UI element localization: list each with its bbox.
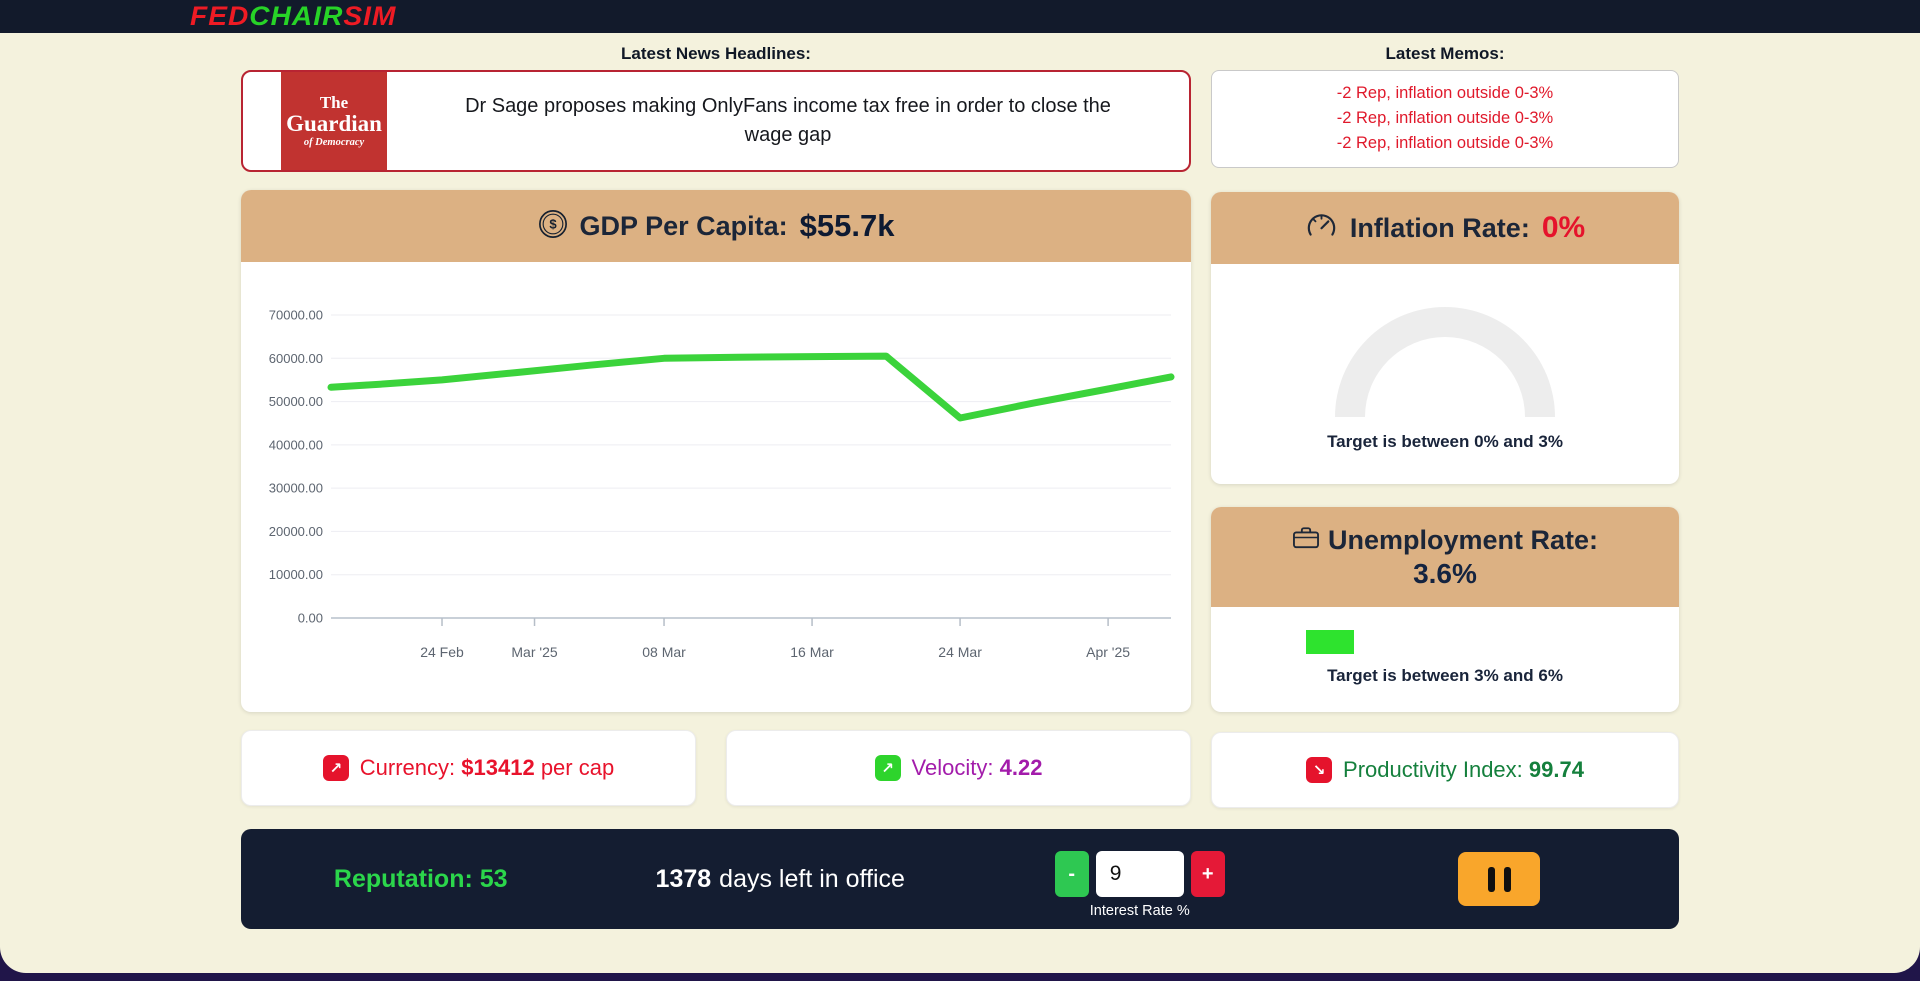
svg-text:40000.00: 40000.00: [269, 437, 323, 452]
productivity-stat-text: Productivity Index: 99.74: [1343, 757, 1584, 783]
gdp-panel: $ GDP Per Capita: $55.7k 70000.00 60000.0…: [241, 190, 1191, 712]
right-column: Latest Memos: -2 Rep, inflation outside …: [1211, 45, 1679, 808]
trend-up-icon: ↗: [874, 755, 901, 781]
unemployment-value: 3.6%: [1413, 557, 1477, 589]
unemployment-bar: [1306, 630, 1354, 654]
svg-text:24 Mar: 24 Mar: [938, 644, 982, 660]
svg-text:$: $: [549, 216, 557, 231]
pause-icon: [1487, 866, 1495, 892]
gdp-chart: 70000.00 60000.00 50000.00 40000.00 30000.00…: [241, 262, 1191, 712]
inflation-value: 0%: [1541, 211, 1586, 244]
days-left-value: 1378: [655, 864, 712, 893]
decrease-rate-button[interactable]: -: [1054, 851, 1089, 897]
velocity-stat-card: ↗ Velocity: 4.22: [726, 730, 1191, 806]
logo-fed: FED: [190, 1, 250, 31]
reputation-text: Reputation: 53: [334, 865, 508, 894]
memo-item: -2 Rep, inflation outside 0-3%: [1336, 133, 1554, 152]
currency-value: $13412: [461, 755, 535, 780]
currency-label: Currency:: [359, 755, 456, 780]
svg-text:16 Mar: 16 Mar: [790, 644, 834, 660]
briefcase-icon: [1292, 525, 1320, 555]
guardian-logo-line3: of Democracy: [303, 136, 365, 148]
svg-text:30000.00: 30000.00: [269, 481, 323, 496]
logo-sim: SIM: [343, 1, 397, 31]
top-header: FEDCHAIRSIM: [0, 0, 1920, 33]
guardian-of-democracy-logo: The Guardian of Democracy: [281, 72, 387, 170]
gauge-icon: [1305, 211, 1338, 245]
inflation-target-text: Target is between 0% and 3%: [1327, 432, 1563, 451]
memo-item: -2 Rep, inflation outside 0-3%: [1336, 84, 1554, 103]
news-headline-text: Dr Sage proposes making OnlyFans income …: [465, 95, 1111, 146]
svg-text:Mar '25: Mar '25: [511, 644, 557, 660]
bottom-status-bar: Reputation: 53 1378 days left in office -…: [241, 829, 1679, 929]
left-column: Latest News Headlines: The Guardian of D…: [241, 45, 1191, 806]
unemployment-panel: Unemployment Rate: 3.6% Target is betwee…: [1211, 507, 1679, 712]
stat-card-row: ↗ Currency: $13412 per cap ↗ Velocity: 4…: [241, 730, 1191, 806]
pause-icon: [1503, 866, 1511, 892]
svg-text:0.00: 0.00: [298, 611, 323, 626]
svg-text:20000.00: 20000.00: [269, 524, 323, 539]
svg-text:Apr '25: Apr '25: [1086, 644, 1130, 660]
velocity-label: Velocity:: [911, 755, 994, 780]
days-left-label: days left in office: [719, 864, 905, 893]
svg-text:70000.00: 70000.00: [269, 308, 323, 323]
dollar-coin-icon: $: [538, 209, 568, 244]
pause-zone: [1320, 852, 1680, 906]
inflation-panel-header: Inflation Rate: 0%: [1211, 192, 1679, 264]
svg-text:10000.00: 10000.00: [269, 567, 323, 582]
news-headline-card[interactable]: The Guardian of Democracy Dr Sage propos…: [241, 70, 1191, 172]
main-content: Latest News Headlines: The Guardian of D…: [241, 45, 1679, 929]
trend-up-icon: ↗: [322, 755, 349, 781]
currency-suffix: per cap: [540, 755, 615, 780]
svg-text:08 Mar: 08 Mar: [642, 644, 686, 660]
productivity-value: 99.74: [1528, 757, 1584, 782]
interest-rate-input[interactable]: [1095, 851, 1184, 897]
interest-rate-stepper: - +: [1054, 851, 1225, 897]
inflation-gauge: [1335, 307, 1555, 417]
inflation-panel: Inflation Rate: 0% Target is between 0% …: [1211, 192, 1679, 484]
inflation-label: Inflation Rate:: [1349, 212, 1530, 243]
productivity-label: Productivity Index:: [1343, 757, 1523, 782]
trend-down-icon: ↘: [1306, 757, 1333, 783]
memos-section-title: Latest Memos:: [1385, 44, 1505, 63]
productivity-stat-card: ↘ Productivity Index: 99.74: [1211, 732, 1679, 808]
interest-rate-zone: - + Interest Rate %: [960, 839, 1320, 919]
currency-stat-card: ↗ Currency: $13412 per cap: [241, 730, 696, 806]
news-section-title: Latest News Headlines:: [621, 44, 811, 63]
reputation-zone: Reputation: 53: [241, 865, 601, 894]
svg-text:60000.00: 60000.00: [269, 351, 323, 366]
unemployment-label: Unemployment Rate:: [1327, 524, 1599, 555]
unemployment-target-text: Target is between 3% and 6%: [1327, 666, 1563, 685]
guardian-logo-line1: The: [319, 92, 349, 112]
logo-chair: CHAIR: [249, 1, 344, 31]
days-left-text: 1378 days left in office: [656, 865, 905, 894]
svg-text:50000.00: 50000.00: [269, 394, 323, 409]
app-logo: FEDCHAIRSIM: [190, 1, 396, 32]
interest-rate-label: Interest Rate %: [1089, 903, 1190, 919]
gdp-label: GDP Per Capita:: [579, 210, 788, 241]
svg-text:24 Feb: 24 Feb: [420, 644, 464, 660]
gdp-panel-header: $ GDP Per Capita: $55.7k: [241, 190, 1191, 262]
days-left-zone: 1378 days left in office: [601, 865, 961, 894]
velocity-value: 4.22: [999, 755, 1043, 780]
increase-rate-button[interactable]: +: [1190, 851, 1225, 897]
unemployment-gauge-area: Target is between 3% and 6%: [1211, 607, 1679, 712]
news-card-spacer: [243, 72, 281, 170]
unemployment-panel-header: Unemployment Rate: 3.6%: [1211, 507, 1679, 607]
reputation-value: 53: [479, 864, 508, 893]
memos-card: -2 Rep, inflation outside 0-3% -2 Rep, in…: [1211, 70, 1679, 168]
currency-stat-text: Currency: $13412 per cap: [360, 755, 614, 781]
reputation-label: Reputation:: [333, 864, 473, 893]
gdp-value: $55.7k: [799, 208, 895, 243]
guardian-logo-line2: Guardian: [286, 111, 382, 137]
velocity-stat-text: Velocity: 4.22: [912, 755, 1043, 781]
pause-button[interactable]: [1458, 852, 1541, 906]
memo-item: -2 Rep, inflation outside 0-3%: [1336, 109, 1554, 128]
inflation-gauge-area: Target is between 0% and 3%: [1211, 264, 1679, 484]
